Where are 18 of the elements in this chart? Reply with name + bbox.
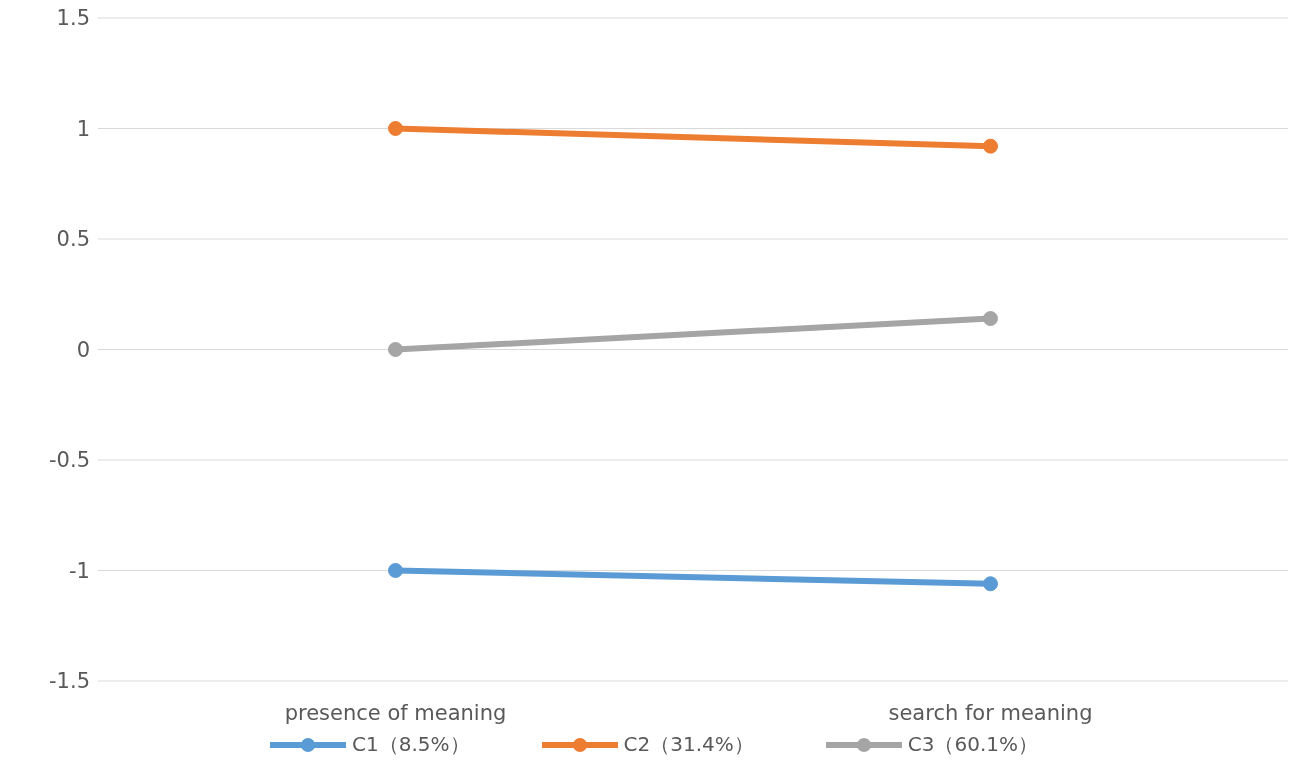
point [983, 576, 998, 592]
y-tick-label: -0.5 [49, 448, 90, 473]
x-tick-label: presence of meaning [284, 700, 507, 725]
legend-label: C1（8.5%） [352, 731, 470, 758]
y-tick-label: 1 [76, 116, 90, 141]
y-tick-label: -1 [69, 558, 90, 583]
y-tick-label: 0.5 [56, 227, 90, 252]
y-tick-label: -1.5 [49, 669, 90, 694]
legend-label: C3（60.1%） [907, 731, 1038, 758]
point [983, 311, 998, 327]
x-tick-label: search for meaning [888, 700, 1093, 725]
point [388, 121, 403, 136]
y-tick-label: 0 [76, 337, 90, 362]
point [388, 563, 403, 578]
point [983, 138, 998, 154]
y-tick-label: 1.5 [56, 6, 90, 31]
legend-label: C2（31.4%） [623, 731, 754, 758]
point [388, 342, 403, 357]
